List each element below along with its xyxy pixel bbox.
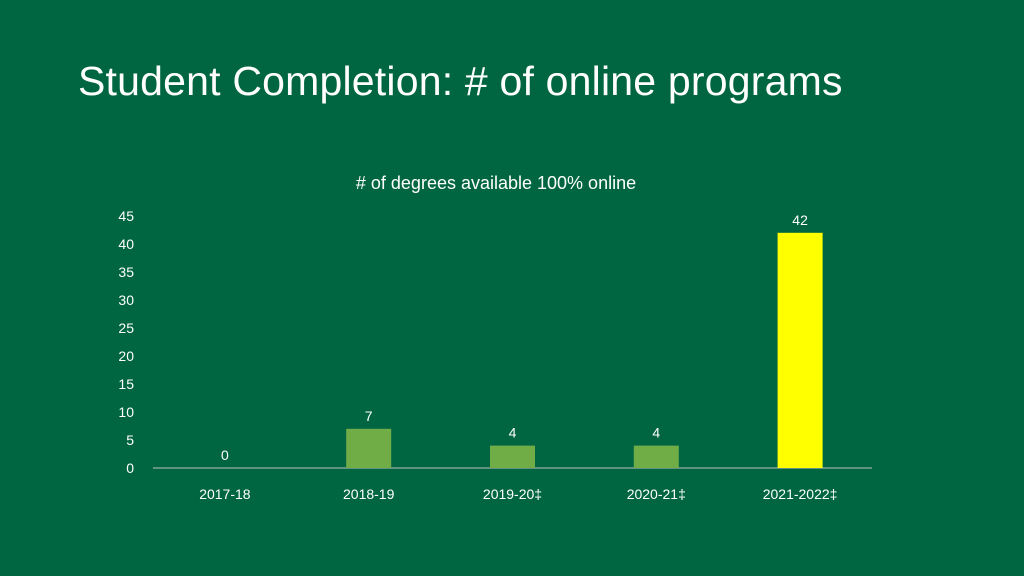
- data-label: 4: [652, 425, 660, 441]
- data-labels: 0 7 4 4 42: [221, 212, 808, 463]
- data-label: 7: [365, 408, 373, 424]
- x-tick-label: 2018-19: [343, 486, 395, 502]
- y-tick-label: 30: [118, 292, 134, 308]
- y-tick-label: 0: [126, 460, 134, 476]
- bars: [346, 232, 823, 468]
- y-tick-label: 25: [118, 320, 134, 336]
- y-tick-label: 5: [126, 432, 134, 448]
- y-tick-label: 15: [118, 376, 134, 392]
- x-tick-label: 2021-2022‡: [763, 486, 838, 502]
- y-tick-label: 35: [118, 264, 134, 280]
- x-tick-label: 2017-18: [199, 486, 251, 502]
- data-label: 4: [509, 425, 517, 441]
- y-tick-label: 40: [118, 236, 134, 252]
- bar: [777, 232, 823, 468]
- bar: [490, 445, 535, 468]
- x-tick-label: 2019-20‡: [483, 486, 542, 502]
- chart-title: # of degrees available 100% online: [355, 173, 637, 193]
- slide-title: Student Completion: # of online programs: [78, 58, 843, 104]
- y-tick-label: 20: [118, 348, 134, 364]
- y-axis-ticks: 0 5 10 15 20 25 30 35 40 45: [118, 208, 134, 476]
- y-tick-label: 10: [118, 404, 134, 420]
- bar: [633, 445, 679, 468]
- bar: [346, 428, 392, 468]
- x-axis-labels: 2017-18 2018-19 2019-20‡ 2020-21‡ 2021-2022‡: [199, 486, 837, 502]
- data-label: 0: [221, 447, 229, 463]
- y-tick-label: 45: [118, 208, 134, 224]
- data-label: 42: [792, 212, 808, 228]
- x-tick-label: 2020-21‡: [627, 486, 686, 502]
